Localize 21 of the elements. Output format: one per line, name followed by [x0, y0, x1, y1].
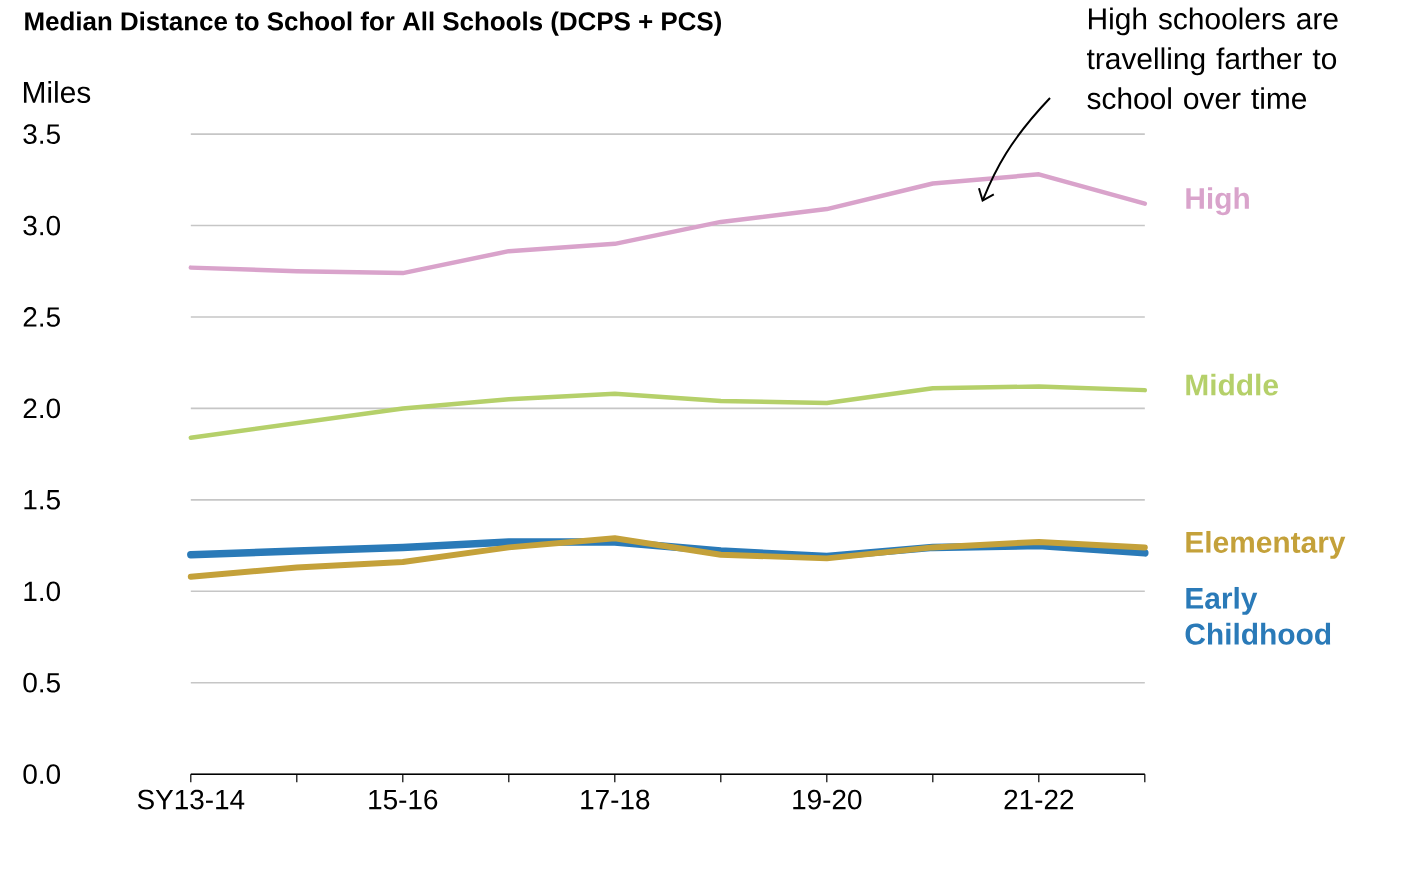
- x-tick-label: 21-22: [1004, 789, 1074, 810]
- y-tick-label: 1.5: [24, 490, 60, 510]
- y-tick-label: 2.0: [23, 398, 60, 419]
- x-tick-label: 17-18: [581, 789, 650, 810]
- series-label: Middle: [1186, 373, 1278, 396]
- y-axis-title: Miles: [23, 81, 91, 103]
- series-label: High: [1186, 187, 1249, 216]
- y-tick-label: 1.0: [24, 581, 60, 602]
- series-label: Early Childhood: [1185, 586, 1331, 645]
- y-tick-label: 2.5: [23, 307, 60, 327]
- series-label: Elementary: [1186, 530, 1346, 559]
- y-tick-label: 3.5: [23, 124, 60, 144]
- x-tick-label: 15-16: [369, 789, 438, 810]
- y-tick-label: 0.0: [23, 764, 60, 785]
- x-tick-label: SY13-14: [137, 789, 245, 810]
- x-tick-label: 19-20: [793, 789, 862, 810]
- y-tick-label: 3.0: [23, 215, 60, 236]
- text: High schoolers are travelling farther to school over time: [1086, 7, 1338, 110]
- line-series: [188, 172, 1148, 276]
- chart-title: Median Distance to School for All Schools (DCPS + PCS): [25, 11, 721, 36]
- y-tick-label: 0.5: [23, 672, 60, 693]
